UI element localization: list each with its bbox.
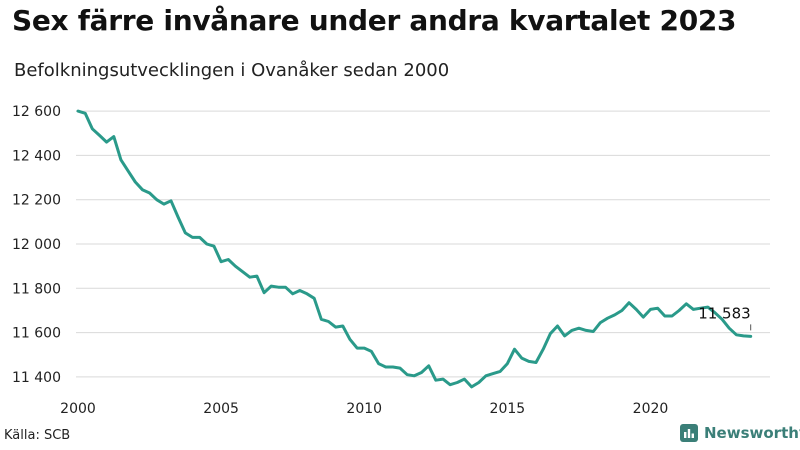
annotation-layer: 11 583	[698, 304, 752, 331]
chart-subtitle: Befolkningsutvecklingen i Ovanåker sedan…	[14, 60, 450, 81]
x-tick-label: 2000	[60, 401, 96, 417]
chart-title: Sex färre invånare under andra kvartalet…	[12, 4, 737, 37]
y-tick-label: 11 800	[12, 281, 61, 297]
y-tick-label: 12 600	[12, 104, 61, 120]
x-tick-label: 2005	[203, 401, 239, 417]
y-tick-label: 11 400	[12, 370, 61, 386]
series-layer	[76, 109, 753, 389]
brand-name: Newsworthy	[704, 424, 800, 442]
y-axis-tick-labels: 11 400 11 600 11 800 12 000 12 200 12 400 12 6…	[12, 104, 61, 386]
source-note: Källa: SCB	[4, 428, 71, 443]
x-tick-label: 2015	[490, 401, 526, 417]
brand-logo: Newsworthy	[680, 424, 800, 442]
y-tick-label: 12 200	[12, 193, 61, 209]
y-tick-label: 11 600	[12, 326, 61, 342]
x-tick-label: 2020	[633, 401, 669, 417]
grid-lines	[76, 110, 770, 378]
y-tick-label: 12 000	[12, 237, 61, 253]
y-tick-label: 12 400	[12, 148, 61, 164]
x-tick-label: 2010	[346, 401, 382, 417]
annotation-label: 11 583	[698, 304, 751, 322]
bar-chart-logo-icon	[680, 424, 698, 442]
series-line	[76, 109, 753, 389]
x-axis-tick-labels: 2000 2005 2010 2015 2020	[60, 401, 668, 417]
